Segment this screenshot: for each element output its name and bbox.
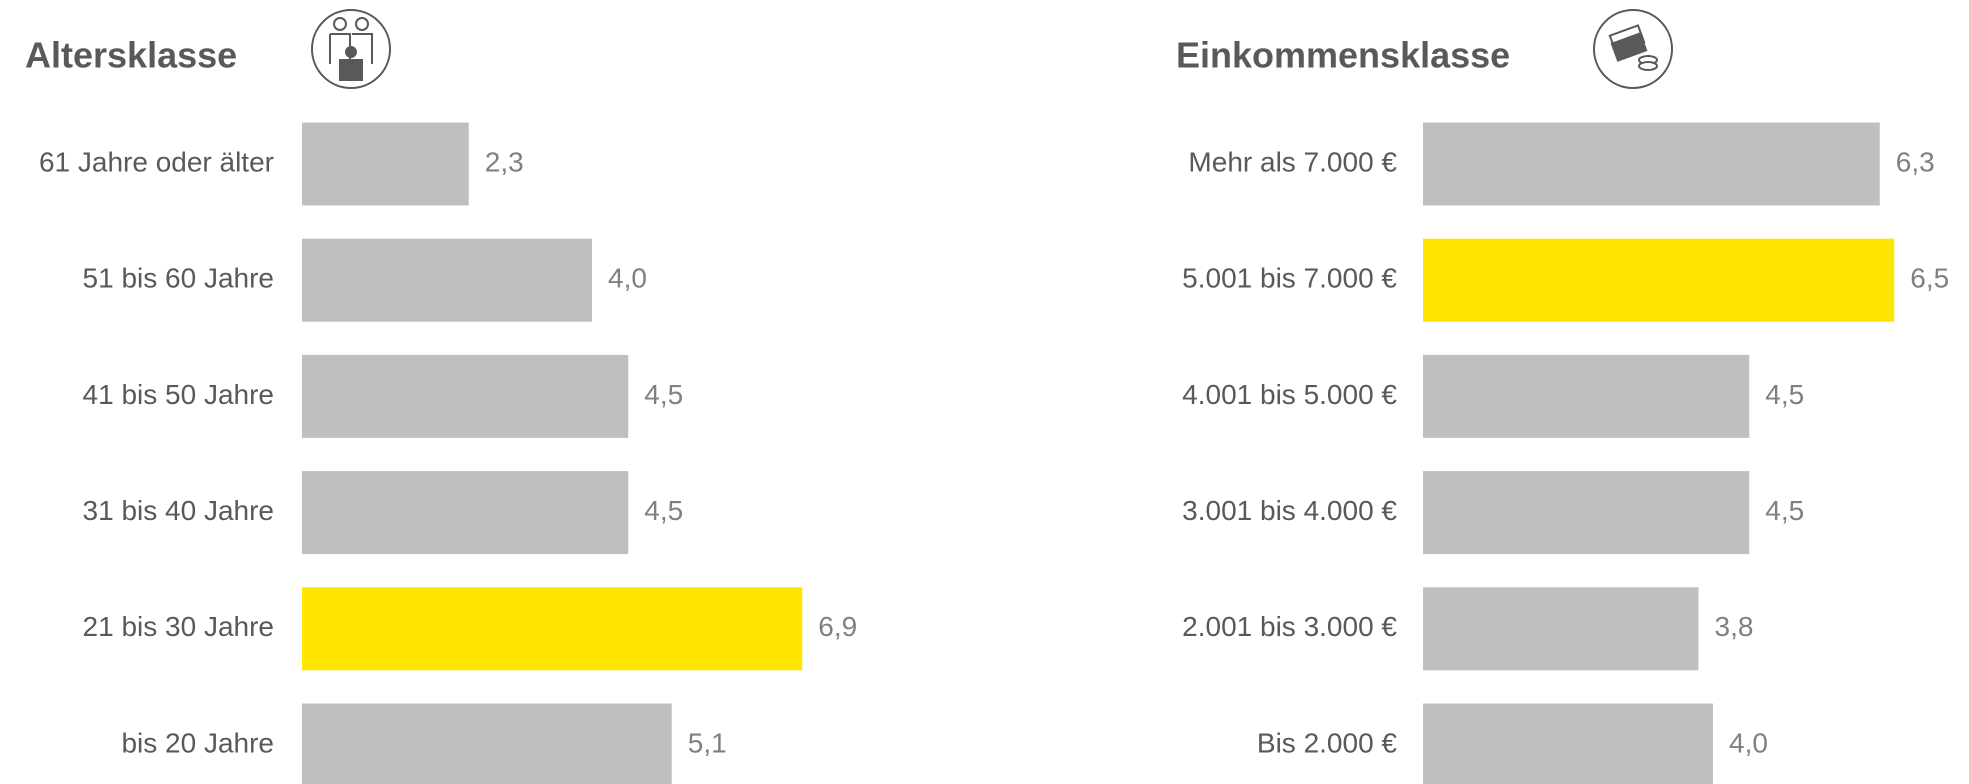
value-label: 3,8 xyxy=(1715,611,1754,642)
category-label: Mehr als 7.000 € xyxy=(1188,146,1397,177)
category-label: 51 bis 60 Jahre xyxy=(83,263,274,294)
category-label: 3.001 bis 4.000 € xyxy=(1182,495,1397,526)
value-label: 4,0 xyxy=(1729,727,1768,758)
value-label: 5,1 xyxy=(688,727,727,758)
chart-title: Altersklasse xyxy=(25,35,237,76)
value-label: 4,0 xyxy=(608,263,647,294)
value-label: 4,5 xyxy=(644,379,683,410)
value-label: 2,3 xyxy=(485,146,524,177)
age-icon xyxy=(311,9,391,89)
bar xyxy=(1423,354,1750,438)
value-label: 6,9 xyxy=(818,611,857,642)
bar xyxy=(302,587,803,671)
bar xyxy=(302,354,629,438)
value-label: 4,5 xyxy=(1765,379,1804,410)
category-label: 5.001 bis 7.000 € xyxy=(1182,263,1397,294)
bar xyxy=(1423,587,1699,671)
bar xyxy=(1423,471,1750,555)
category-label: bis 20 Jahre xyxy=(121,727,274,758)
bar xyxy=(302,122,469,206)
category-label: 31 bis 40 Jahre xyxy=(83,495,274,526)
chart-title: Einkommensklasse xyxy=(1176,35,1510,76)
bar xyxy=(1423,238,1895,322)
category-label: 41 bis 50 Jahre xyxy=(83,379,274,410)
value-label: 6,3 xyxy=(1896,146,1935,177)
category-label: 21 bis 30 Jahre xyxy=(83,611,274,642)
category-label: 61 Jahre oder älter xyxy=(39,146,274,177)
category-label: 4.001 bis 5.000 € xyxy=(1182,379,1397,410)
value-label: 6,5 xyxy=(1910,263,1949,294)
bar xyxy=(1423,703,1713,784)
category-label: Bis 2.000 € xyxy=(1257,727,1398,758)
value-label: 4,5 xyxy=(644,495,683,526)
category-label: 2.001 bis 3.000 € xyxy=(1182,611,1397,642)
value-label: 4,5 xyxy=(1765,495,1804,526)
bar xyxy=(302,471,629,555)
bar xyxy=(302,703,672,784)
income-icon xyxy=(1593,9,1673,89)
bar xyxy=(1423,122,1880,206)
bar xyxy=(302,238,592,322)
